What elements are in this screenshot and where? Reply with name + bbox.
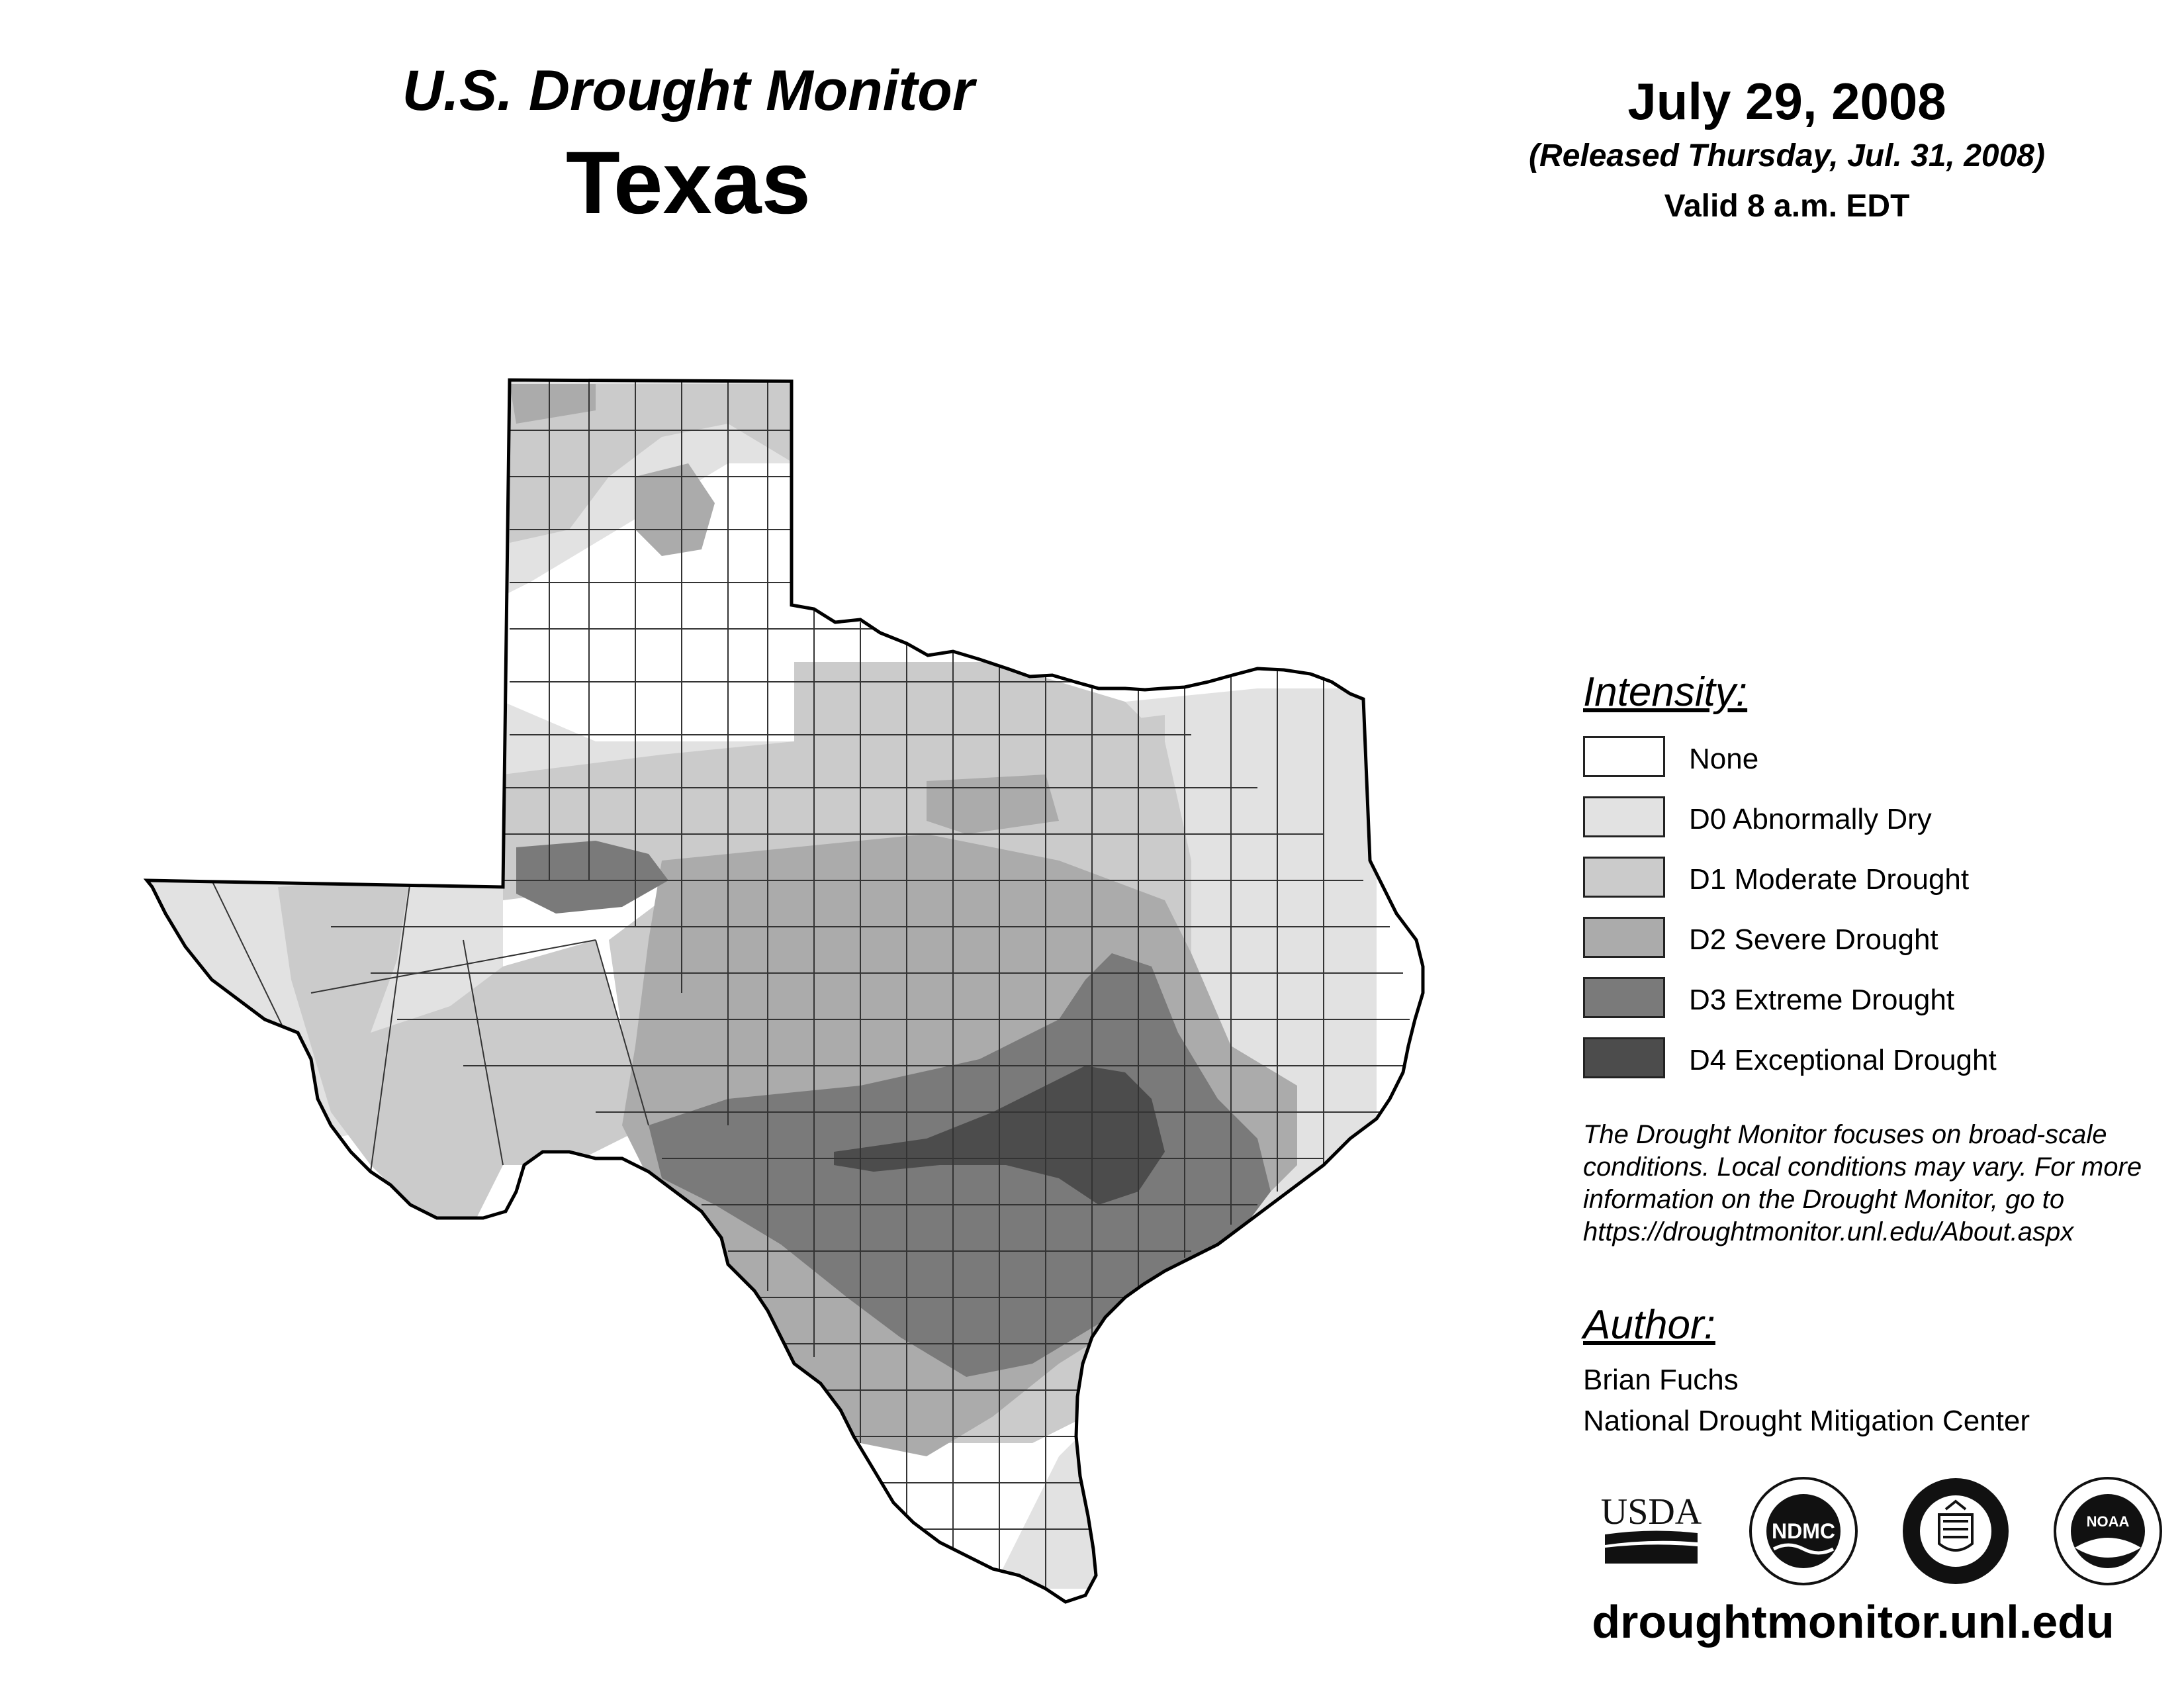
map-date: July 29, 2008 (1627, 72, 1946, 130)
commerce-logo (1903, 1478, 2009, 1584)
d1-north-region (510, 384, 794, 543)
legend-item-d0: D0 Abnormally Dry (1583, 796, 2113, 840)
d3-panhandle (516, 841, 668, 914)
map-title: U.S. Drought Monitor (402, 59, 975, 122)
legend-item-d3: D3 Extreme Drought (1583, 977, 2113, 1021)
ndmc-logo-text: NDMC (1772, 1519, 1835, 1543)
d1-west-region (278, 874, 649, 1218)
legend-label: D2 Severe Drought (1689, 923, 1938, 956)
legend-swatch (1583, 977, 1665, 1018)
legend-item-none: None (1583, 736, 2113, 780)
county-lines (211, 381, 1410, 1589)
legend-item-d1: D1 Moderate Drought (1583, 857, 2113, 900)
legend-label: D1 Moderate Drought (1689, 863, 1970, 896)
legend-item-d4: D4 Exceptional Drought (1583, 1037, 2113, 1081)
state-name: Texas (565, 134, 811, 232)
noaa-logo-text: NOAA (2087, 1513, 2130, 1530)
author-heading: Author: (1583, 1302, 1715, 1348)
legend-label: D0 Abnormally Dry (1689, 803, 1932, 835)
legend-label: D4 Exceptional Drought (1689, 1044, 1997, 1076)
usda-logo-text: USDA (1601, 1491, 1702, 1532)
release-date: (Released Thursday, Jul. 31, 2008) (1529, 138, 2045, 173)
legend-label: None (1689, 743, 1759, 775)
d2-panhandle-center (635, 463, 715, 556)
legend-item-d2: D2 Severe Drought (1583, 917, 2113, 961)
noaa-logo: NOAA (2054, 1477, 2162, 1585)
valid-time: Valid 8 a.m. EDT (1664, 189, 1910, 224)
disclaimer-text: The Drought Monitor focuses on broad-sca… (1583, 1120, 2142, 1246)
ndmc-logo: NDMC (1749, 1477, 1858, 1585)
legend-swatch (1583, 857, 1665, 898)
author-name: Brian Fuchs (1583, 1364, 1739, 1396)
legend-swatch (1583, 917, 1665, 958)
legend-heading: Intensity: (1583, 669, 1748, 715)
website-link[interactable]: droughtmonitor.unl.edu (1592, 1596, 2115, 1648)
d2-north-central (927, 774, 1059, 834)
usda-logo: USDA (1601, 1491, 1702, 1564)
legend-swatch (1583, 1037, 1665, 1078)
d2-panhandle-north (510, 384, 596, 424)
author-organization: National Drought Mitigation Center (1583, 1405, 2030, 1437)
legend-swatch (1583, 736, 1665, 777)
legend-swatch (1583, 796, 1665, 837)
legend-label: D3 Extreme Drought (1689, 984, 1955, 1016)
